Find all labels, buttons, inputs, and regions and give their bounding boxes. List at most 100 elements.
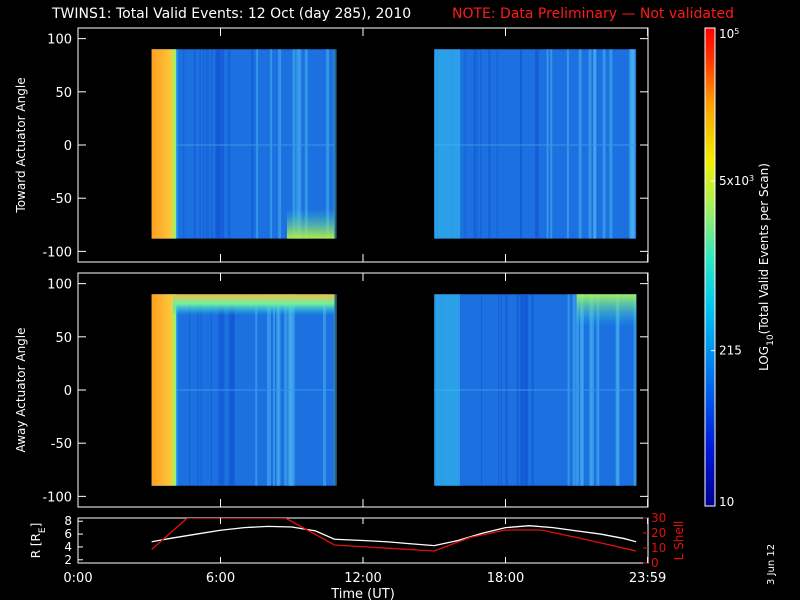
y-tick-label: 50	[55, 331, 72, 346]
heatmap-center-line	[151, 144, 335, 146]
y2-tick-label: 0	[651, 556, 659, 570]
heatmap-edge	[434, 49, 461, 239]
colorbar	[705, 28, 715, 506]
heatmap-stripe	[578, 49, 582, 239]
heatmap-stripe	[496, 49, 498, 239]
heatmap-stripe	[535, 49, 538, 239]
heatmap-band-edge	[173, 294, 176, 486]
colorbar-tick-label: 5x103	[719, 173, 754, 188]
heatmap-stripe	[298, 49, 302, 239]
heatmap-stripe	[278, 49, 282, 239]
y-tick-label: -100	[42, 490, 72, 505]
toward-ylabel: Toward Actuator Angle	[14, 77, 28, 213]
heatmap-stripe	[609, 49, 613, 239]
heatmap-stripe	[211, 49, 213, 239]
y-tick-label: -100	[42, 245, 72, 260]
y-tick-label: 2	[64, 553, 72, 567]
heatmap-stripe	[199, 49, 201, 239]
heatmap-stripe	[193, 49, 195, 239]
heatmap-stripe	[296, 49, 300, 239]
x-tick-label: 0:00	[63, 571, 92, 586]
heatmap-stripe	[251, 49, 254, 239]
x-tick-label: 23:59	[629, 571, 666, 586]
chart-title: TWINS1: Total Valid Events: 12 Oct (day …	[52, 6, 412, 22]
heatmap-feature	[576, 294, 637, 327]
heatmap-stripe	[593, 49, 597, 239]
lshell-ylabel: L Shell	[672, 521, 686, 561]
x-tick-label: 18:00	[487, 571, 524, 586]
heatmap-stripe	[221, 49, 224, 239]
heatmap-stripe	[476, 49, 478, 239]
preliminary-note: NOTE: Data Preliminary — Not validated	[452, 6, 734, 22]
heatmap-stripe	[292, 49, 296, 239]
heatmap-stripe	[270, 49, 273, 239]
heatmap-stripe	[520, 49, 523, 239]
radius-ylabel: R [RE]	[29, 523, 48, 559]
y2-tick-label: 10	[651, 541, 666, 555]
heatmap-stripe	[629, 49, 633, 239]
toward-interval-2	[434, 49, 637, 239]
heatmap-stripe	[326, 49, 330, 239]
y-tick-label: 0	[64, 139, 72, 154]
y-tick-label: 50	[55, 86, 72, 101]
heatmap-feature	[173, 294, 335, 316]
heatmap-stripe	[473, 49, 475, 239]
heatmap-feature	[287, 208, 335, 239]
x-tick-label: 6:00	[206, 571, 235, 586]
heatmap-band-edge	[173, 49, 176, 239]
heatmap-stripe	[219, 49, 222, 239]
heatmap-edge	[434, 294, 461, 486]
heatmap-center-line	[151, 389, 335, 391]
heatmap-stripe	[216, 49, 219, 239]
y-tick-label: -50	[51, 192, 72, 207]
y-tick-label: 100	[47, 33, 72, 48]
y-tick-label: 4	[64, 540, 72, 554]
heatmap-stripe	[464, 49, 466, 239]
toward-panel: 100 50 0 -50 -100 Toward Actuator Angle	[14, 27, 649, 263]
heatmap-background	[151, 49, 335, 239]
heatmap-stripe	[489, 49, 491, 239]
x-tick-label: 12:00	[344, 571, 381, 586]
heatmap-stripe	[631, 49, 635, 239]
heatmap-stripe	[546, 49, 549, 239]
y-tick-label: 100	[47, 278, 72, 293]
heatmap-stripe	[333, 49, 337, 239]
y-tick-label: 8	[64, 514, 72, 528]
y-tick-label: -50	[51, 437, 72, 452]
colorbar-tick-label: 215	[719, 344, 742, 358]
y-tick-label: 6	[64, 527, 72, 541]
heatmap-stripe	[333, 294, 337, 486]
heatmap-stripe	[215, 49, 218, 239]
heatmap-stripe	[207, 49, 209, 239]
heatmap-stripe	[536, 49, 539, 239]
heatmap-center-line	[434, 389, 637, 391]
heatmap-stripe	[217, 49, 220, 239]
heatmap-stripe	[480, 49, 482, 239]
heatmap-stripe	[588, 49, 592, 239]
away-interval-1	[151, 294, 337, 486]
away-ylabel: Away Actuator Angle	[14, 327, 28, 452]
heatmap-stripe	[550, 49, 553, 239]
heatmap-orange-band	[151, 49, 173, 239]
heatmap-stripe	[228, 49, 231, 239]
y2-tick-label: 20	[651, 526, 666, 540]
heatmap-stripe	[203, 49, 205, 239]
y2-tick-label: 30	[651, 511, 666, 525]
heatmap-center-line	[434, 144, 637, 146]
lshell-line	[151, 518, 637, 552]
heatmap-stripe	[474, 49, 476, 239]
heatmap-stripe	[304, 49, 308, 239]
radius-line	[151, 525, 637, 547]
heatmap-stripe	[194, 49, 196, 239]
heatmap-stripe	[256, 49, 259, 239]
heatmap-stripe	[488, 49, 490, 239]
colorbar-label: LOG10(Total Valid Events per Scan)	[757, 163, 776, 371]
heatmap-stripe	[602, 49, 606, 239]
colorbar-frame	[704, 27, 716, 507]
heatmap-stripe	[205, 49, 207, 239]
heatmap-stripe	[183, 49, 185, 239]
colorbar-tick-label: 105	[719, 27, 739, 42]
heatmap-orange-band	[151, 294, 173, 486]
heatmap-stripe	[566, 49, 569, 239]
